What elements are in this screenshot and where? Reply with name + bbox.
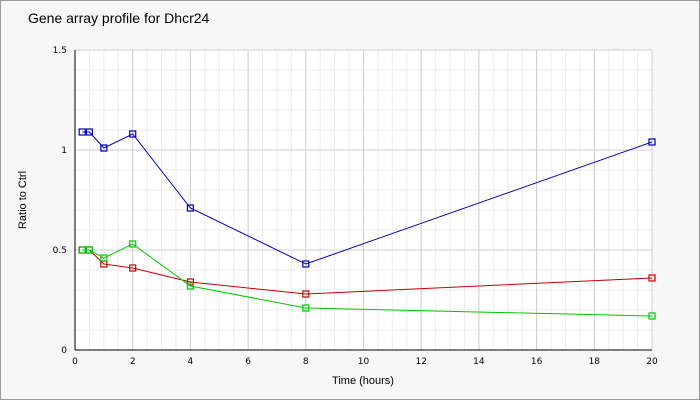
- series-2-marker: [648, 274, 656, 282]
- y-tick-label: 1: [61, 146, 67, 156]
- y-tick-label: 0.5: [53, 246, 67, 256]
- x-axis-title: Time (hours): [332, 375, 394, 387]
- series-3-marker: [186, 282, 194, 290]
- y-tick-labels: 0 0.5 1 1.5: [53, 46, 68, 356]
- series-1-marker: [302, 260, 310, 268]
- x-tick-label: 4: [188, 357, 194, 367]
- series-1-marker: [186, 204, 194, 212]
- series-2-marker: [129, 264, 137, 272]
- x-tick-label: 6: [245, 357, 251, 367]
- y-tick-label: 0: [61, 346, 67, 356]
- x-tick-label: 14: [473, 357, 485, 367]
- series-1-marker: [85, 128, 94, 136]
- series-line-1: [82, 131, 653, 265]
- series-3-marker: [129, 240, 137, 248]
- x-tick-label: 20: [646, 357, 658, 367]
- x-tick-label: 2: [130, 357, 136, 367]
- series-1-marker: [648, 138, 656, 146]
- x-tick-labels: 0 2 4 6 8 10 12 14 16 18 20: [72, 357, 658, 367]
- series-line-3: [82, 243, 653, 317]
- x-tick-label: 16: [531, 357, 543, 367]
- series-3-marker: [78, 246, 86, 254]
- series-1-marker: [100, 144, 108, 152]
- series-2-marker: [186, 278, 194, 286]
- series-1-marker: [129, 130, 137, 138]
- series-3-marker: [648, 312, 656, 320]
- x-tick-label: 10: [358, 357, 370, 367]
- y-axis-title: Ratio to Ctrl: [17, 171, 29, 229]
- series-2-marker: [302, 290, 310, 298]
- x-tick-label: 12: [415, 357, 426, 367]
- series-group: [78, 128, 656, 320]
- x-tick-label: 8: [303, 357, 309, 367]
- series-3-marker: [100, 254, 108, 262]
- y-tick-label: 1.5: [53, 46, 67, 56]
- x-tick-label: 0: [72, 357, 78, 367]
- x-tick-label: 18: [589, 357, 601, 367]
- chart-title: Gene array profile for Dhcr24: [28, 10, 210, 26]
- series-1-marker: [78, 128, 86, 136]
- series-3-marker: [302, 304, 310, 312]
- series-3-marker: [85, 246, 94, 254]
